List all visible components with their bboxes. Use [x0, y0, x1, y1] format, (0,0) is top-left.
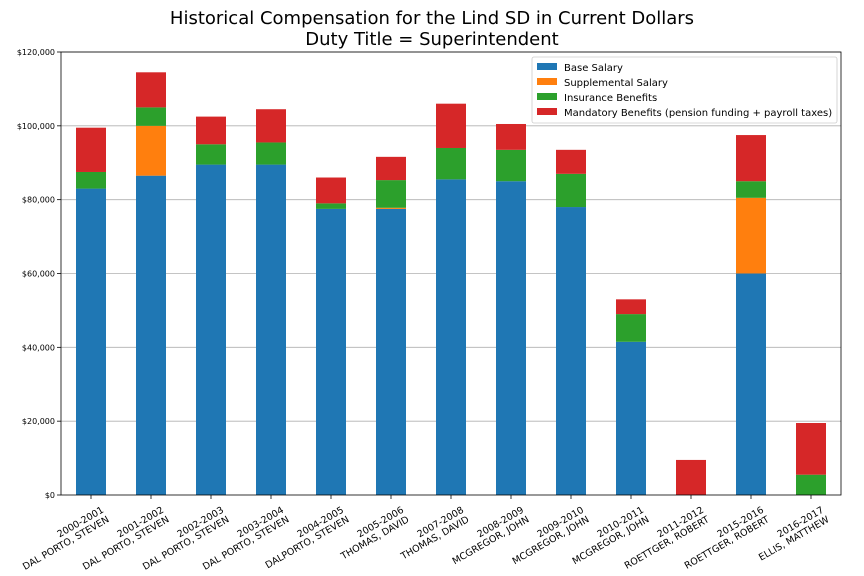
- legend: Base Salary Supplemental Salary Insurance …: [531, 56, 838, 124]
- plot-frame: [60, 51, 842, 496]
- legend-label: Insurance Benefits: [564, 93, 657, 104]
- bar-segment: [496, 149, 526, 182]
- bar-segment: [256, 164, 286, 496]
- bar-segment: [196, 116, 226, 145]
- bar-segment: [76, 171, 106, 189]
- bar-segment: [616, 314, 646, 342]
- bar-segment: [316, 203, 346, 209]
- chart-title-line2: Duty Title = Superintendent: [305, 29, 559, 50]
- legend-swatch: [537, 78, 557, 85]
- bar-segment: [376, 156, 406, 181]
- y-tick-label: $20,000: [22, 417, 55, 426]
- y-tick-label: $0: [45, 491, 55, 500]
- bar-segment: [136, 107, 166, 126]
- bar-segment: [796, 474, 826, 495]
- bar-segment: [616, 341, 646, 495]
- bars: [76, 72, 826, 496]
- bar-segment: [256, 109, 286, 143]
- bar-segment: [196, 164, 226, 496]
- bar-segment: [496, 123, 526, 150]
- y-tick-label: $80,000: [22, 196, 55, 205]
- bar-segment: [436, 147, 466, 180]
- bar-segment: [616, 299, 646, 315]
- bar-segment: [256, 142, 286, 165]
- legend-label: Base Salary: [564, 63, 623, 74]
- y-tick-label: $40,000: [22, 343, 55, 352]
- legend-label: Supplemental Salary: [564, 78, 668, 89]
- bar-segment: [76, 127, 106, 172]
- legend-swatch: [537, 108, 557, 115]
- chart-title: Historical Compensation for the Lind SD …: [0, 8, 864, 50]
- bar-segment: [556, 149, 586, 174]
- legend-box: [531, 56, 838, 124]
- legend-swatch: [537, 63, 557, 70]
- bar-segment: [136, 175, 166, 495]
- bar-segment: [136, 72, 166, 108]
- chart-title-line1: Historical Compensation for the Lind SD …: [169, 8, 695, 29]
- legend-label: Mandatory Benefits (pension funding + pa…: [564, 108, 832, 119]
- bar-segment: [736, 197, 766, 274]
- bar-segment: [676, 459, 706, 495]
- bar-segment: [796, 423, 826, 475]
- bar-segment: [196, 144, 226, 165]
- legend-swatch: [537, 93, 557, 100]
- bar-segment: [76, 188, 106, 495]
- bar-segment: [736, 273, 766, 495]
- bar-segment: [556, 173, 586, 208]
- y-tick-label: $100,000: [17, 122, 55, 131]
- bar-segment: [376, 207, 406, 209]
- bar-segment: [436, 179, 466, 496]
- bar-segment: [316, 177, 346, 204]
- bar-segment: [556, 207, 586, 496]
- bar-segment: [436, 103, 466, 148]
- bar-segment: [376, 180, 406, 208]
- bar-segment: [136, 125, 166, 176]
- bar-segment: [736, 135, 766, 182]
- y-tick-label: $120,000: [17, 48, 55, 57]
- bar-segment: [496, 181, 526, 496]
- bar-segment: [376, 208, 406, 496]
- y-tick-label: $60,000: [22, 270, 55, 279]
- bar-segment: [736, 181, 766, 198]
- bar-segment: [316, 208, 346, 496]
